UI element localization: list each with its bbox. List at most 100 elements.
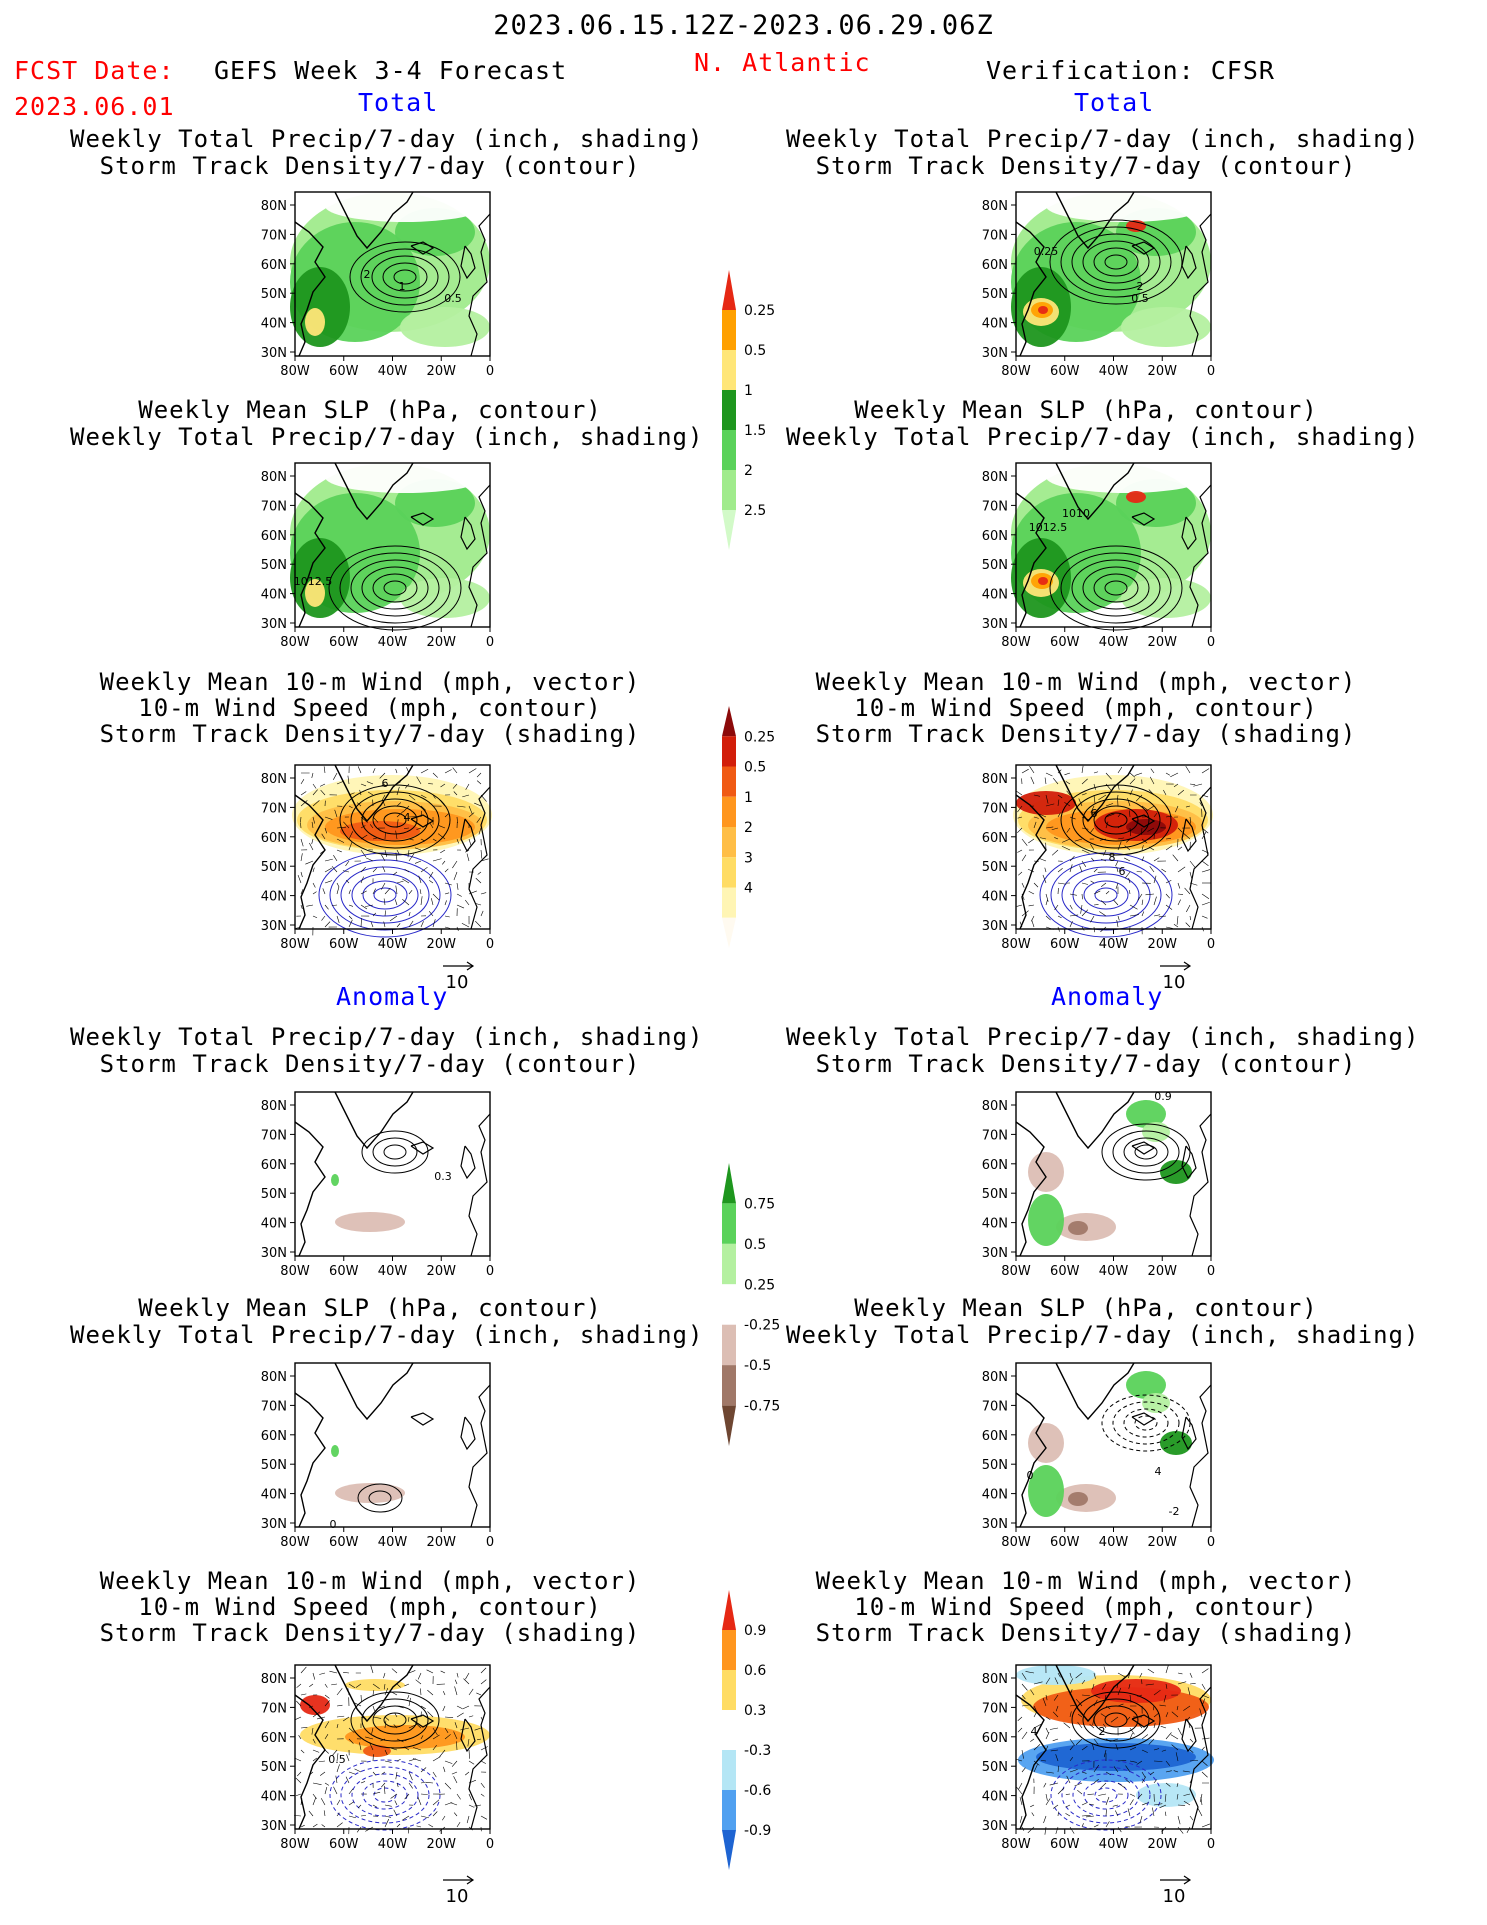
wind-vector bbox=[324, 880, 333, 884]
wind-vector bbox=[1177, 893, 1184, 895]
wind-vector bbox=[1054, 904, 1059, 911]
no-precip-area bbox=[1046, 461, 1206, 493]
colorbar-segment bbox=[722, 1670, 736, 1710]
wind-vector bbox=[468, 1688, 474, 1696]
wind-vector bbox=[348, 1801, 355, 1806]
colorbar-tick-label: 0.5 bbox=[744, 1237, 766, 1253]
wind-vector bbox=[1201, 1683, 1206, 1690]
title-line: 10-m Wind Speed (mph, contour) bbox=[854, 1593, 1318, 1621]
wind-vector bbox=[1165, 845, 1173, 851]
wind-vector bbox=[1129, 1799, 1134, 1806]
wind-vector bbox=[1103, 1749, 1107, 1758]
wind-vector bbox=[1081, 827, 1089, 830]
contour-label: 0.25 bbox=[1034, 245, 1059, 258]
wind-vector bbox=[382, 866, 386, 873]
lat-tick-label: 30N bbox=[261, 1517, 287, 1532]
wind-vector bbox=[454, 1722, 458, 1729]
wind-vector bbox=[1183, 1705, 1191, 1711]
wind-vector bbox=[1200, 1797, 1203, 1806]
wind-vector bbox=[384, 1716, 390, 1721]
wind-vector bbox=[297, 874, 302, 884]
wind-vector bbox=[1171, 1744, 1179, 1751]
contour-label: 0.9 bbox=[1154, 1090, 1172, 1103]
wind-vector bbox=[480, 1667, 487, 1674]
wind-vector bbox=[1075, 1699, 1083, 1707]
track-anomaly-shading bbox=[363, 1745, 391, 1757]
wind-vector bbox=[1141, 899, 1144, 906]
wind-vector bbox=[1069, 1756, 1074, 1762]
colorbar-segment bbox=[722, 1243, 736, 1285]
wind-vector bbox=[384, 1688, 389, 1696]
contour-label: 8 bbox=[1109, 851, 1116, 864]
section-total-right: Total bbox=[1074, 88, 1155, 117]
wind-vector bbox=[372, 1804, 378, 1808]
contour-label: 2 bbox=[1137, 280, 1144, 293]
wind-vector bbox=[1090, 805, 1095, 813]
anomaly-contour bbox=[1134, 1415, 1158, 1431]
wind-vector bbox=[1049, 1727, 1059, 1730]
wind-vector bbox=[323, 766, 326, 774]
wind-vector bbox=[1093, 794, 1096, 804]
wind-vector bbox=[475, 903, 482, 906]
contour-label: 1012.5 bbox=[1029, 521, 1068, 534]
wind-vector bbox=[396, 1683, 401, 1688]
map-panel-L1: 2 1 0.5 80N 70N 60N 50N 40N 30N 80W 60W 40W 20W 0 bbox=[261, 190, 494, 379]
wind-vector bbox=[1173, 924, 1179, 928]
map-panel-R4: 0.9 80N 70N 60N 50N 40N 30N 80W 60W 40W 20W 0 bbox=[982, 1090, 1215, 1279]
wind-vector bbox=[1201, 1771, 1208, 1778]
wind-vector bbox=[1016, 904, 1023, 907]
lon-tick-label: 40W bbox=[1099, 1837, 1129, 1852]
coastline-iceland bbox=[1131, 814, 1156, 828]
wind-vector bbox=[372, 1716, 382, 1719]
lat-tick-label: 50N bbox=[261, 1760, 287, 1775]
anomaly-contour bbox=[357, 1483, 403, 1513]
title-line: 10-m Wind Speed (mph, contour) bbox=[854, 694, 1318, 722]
wind-vector bbox=[418, 875, 422, 884]
lon-tick-label: 40W bbox=[378, 1837, 408, 1852]
wind-vector bbox=[1039, 813, 1047, 818]
wind-vector bbox=[453, 871, 458, 881]
wind-vector bbox=[1159, 1804, 1167, 1809]
wind-vector bbox=[1126, 1716, 1131, 1721]
wind-vector bbox=[1057, 1787, 1065, 1795]
colorbar-segment bbox=[722, 470, 736, 510]
wind-vector bbox=[454, 1686, 458, 1696]
wind-vector bbox=[1100, 1782, 1107, 1789]
wind-vector bbox=[1117, 837, 1125, 840]
lon-tick-label: 60W bbox=[329, 635, 359, 650]
wind-vector bbox=[480, 849, 483, 859]
contour-label: 2 bbox=[364, 268, 371, 281]
wind-vector bbox=[300, 816, 302, 823]
wind-vector bbox=[1197, 1808, 1203, 1817]
wind-vector bbox=[477, 1738, 482, 1741]
vector-reference-label: 10 bbox=[1163, 1886, 1186, 1907]
lat-tick-label: 60N bbox=[982, 831, 1008, 846]
title-line: Storm Track Density/7-day (shading) bbox=[815, 1619, 1357, 1647]
wind-vector bbox=[415, 1679, 422, 1685]
track-density-contour bbox=[1049, 219, 1183, 305]
wind-vector bbox=[1127, 797, 1131, 807]
wind-vector bbox=[480, 1815, 488, 1820]
title-line: Weekly Total Precip/7-day (inch, shading… bbox=[70, 1321, 704, 1349]
wind-vector bbox=[309, 842, 314, 851]
track-anomaly-shading bbox=[300, 1695, 330, 1715]
contour-label: 6 bbox=[1091, 807, 1098, 820]
wind-vector bbox=[468, 1804, 475, 1808]
wind-vector bbox=[408, 1771, 413, 1781]
wind-vector bbox=[320, 789, 326, 796]
lon-tick-label: 80W bbox=[280, 1837, 310, 1852]
wind-vector bbox=[1081, 1694, 1090, 1697]
wind-vector bbox=[444, 926, 451, 929]
precip-shading bbox=[290, 538, 350, 618]
wind-vector bbox=[1015, 1758, 1023, 1762]
colorbar-segment bbox=[722, 1405, 736, 1446]
slp-contour bbox=[350, 559, 440, 617]
wind-vector bbox=[312, 1749, 320, 1753]
lon-tick-label: 80W bbox=[280, 1264, 310, 1279]
wind-vector bbox=[396, 849, 400, 854]
wind-vector bbox=[1141, 911, 1145, 917]
title-line: Storm Track Density/7-day (contour) bbox=[815, 1050, 1357, 1078]
track-density-contour bbox=[1093, 247, 1139, 277]
wind-vector bbox=[336, 1799, 341, 1806]
wind-anomaly-contour bbox=[1061, 1766, 1151, 1824]
